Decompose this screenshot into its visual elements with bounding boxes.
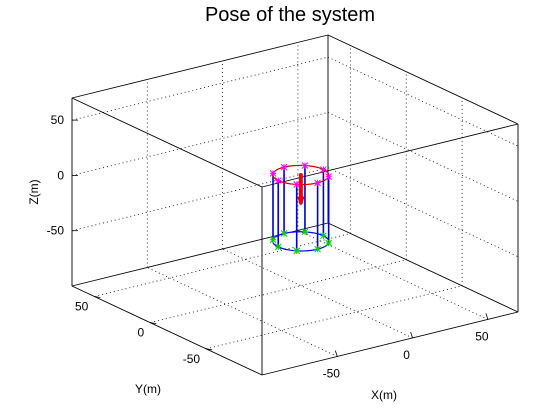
floor-grid-y — [94, 233, 351, 297]
grid-lines — [71, 42, 519, 357]
box-edge — [71, 285, 263, 376]
orientation-arrow-head — [296, 196, 305, 206]
x-tick-label: 0 — [403, 348, 410, 362]
backwall-grid-z — [71, 167, 329, 232]
floor-grid-y — [206, 285, 463, 350]
top-marker — [269, 170, 277, 177]
top-marker — [314, 179, 321, 187]
box-edge — [327, 34, 519, 125]
floor-grid-y — [150, 259, 407, 324]
x-tick-label: -50 — [323, 366, 341, 380]
tick-labels: -50 0 50 -50 0 50 -50 0 50 — [47, 113, 489, 380]
box-edge — [71, 97, 263, 188]
bottom-marker — [280, 230, 288, 237]
y-axis-label: Y(m) — [135, 382, 161, 396]
top-marker — [325, 173, 333, 180]
top-marker — [301, 162, 309, 169]
z-tick-label: 0 — [57, 168, 64, 182]
top-marker — [293, 181, 301, 188]
bottom-marker — [293, 247, 301, 255]
x-tick-mark — [485, 313, 489, 320]
y-tick-mark — [94, 296, 101, 298]
bottom-marker — [314, 245, 321, 253]
bottom-marker — [301, 228, 309, 236]
sidewall-grid-z — [327, 112, 519, 202]
floor-grid-x — [222, 248, 413, 339]
box-edge — [261, 311, 519, 376]
z-axis-label: Z(m) — [27, 179, 41, 204]
top-marker — [274, 177, 282, 184]
axes-box — [71, 34, 519, 376]
y-tick-mark — [150, 322, 157, 325]
x-tick-label: 50 — [475, 329, 489, 343]
z-tick-label: 50 — [51, 113, 65, 127]
y-tick-mark — [206, 348, 213, 351]
top-marker — [280, 163, 288, 171]
sidewall-grid-z — [327, 167, 519, 258]
bottom-marker — [325, 239, 333, 247]
box-edge — [71, 34, 329, 99]
x-axis-label: X(m) — [371, 388, 397, 402]
chart-title: Pose of the system — [205, 4, 375, 26]
bottom-marker — [269, 236, 277, 244]
box-edge — [327, 222, 519, 313]
top-marker — [320, 166, 327, 173]
bottom-marker — [274, 243, 282, 251]
bottom-marker — [320, 232, 327, 240]
x-tick-mark — [334, 350, 338, 357]
floor-grid-x — [297, 230, 489, 320]
y-tick-label: 50 — [75, 299, 89, 313]
y-tick-label: -50 — [183, 352, 201, 366]
sidewall-grid-z — [327, 56, 519, 147]
x-tick-mark — [410, 331, 413, 339]
data-layer — [269, 162, 333, 255]
z-tick-label: -50 — [47, 224, 65, 238]
y-tick-label: 0 — [138, 326, 145, 340]
floor-grid-x — [147, 267, 338, 357]
